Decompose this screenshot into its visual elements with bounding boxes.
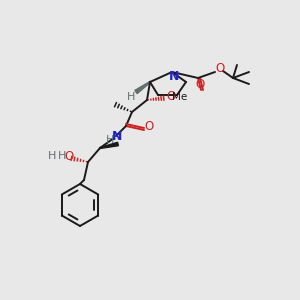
Text: O: O [195, 79, 205, 92]
Text: O: O [167, 91, 176, 103]
Polygon shape [100, 142, 118, 148]
Text: H: H [58, 151, 66, 161]
Text: H: H [48, 151, 56, 161]
Text: O: O [215, 62, 225, 76]
Polygon shape [135, 82, 150, 94]
Text: O: O [64, 149, 74, 163]
Text: H: H [127, 92, 135, 102]
Text: O: O [144, 121, 154, 134]
Text: Me: Me [172, 92, 188, 102]
Text: H: H [106, 135, 114, 145]
Text: N: N [112, 130, 122, 142]
Text: N: N [169, 70, 179, 83]
